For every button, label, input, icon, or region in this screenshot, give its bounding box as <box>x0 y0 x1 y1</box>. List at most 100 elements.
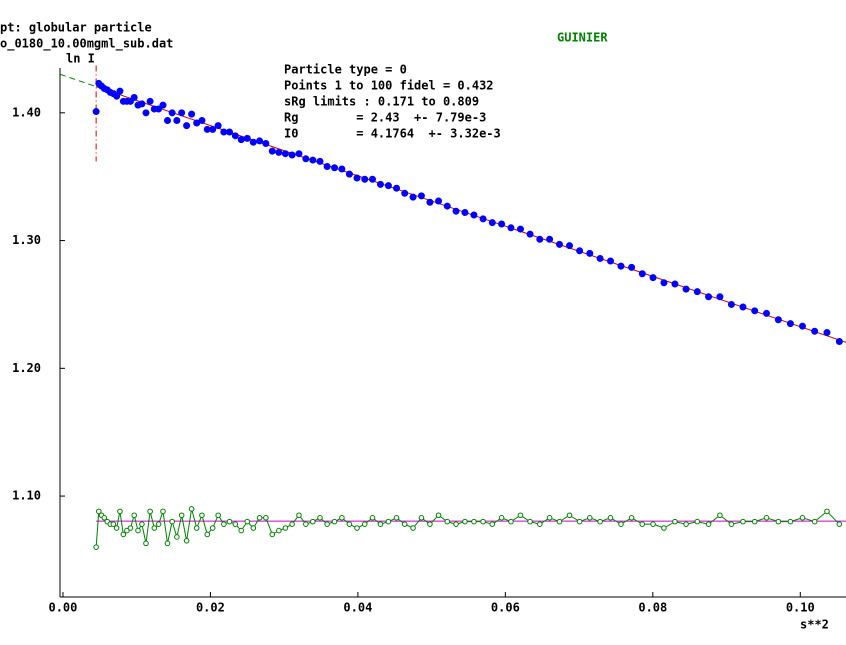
y-axis-label: ln I <box>66 52 95 66</box>
residual-point <box>650 521 656 527</box>
residual-point <box>250 525 257 531</box>
data-point <box>823 329 831 337</box>
data-point <box>353 174 361 182</box>
data-point <box>338 165 346 173</box>
data-point <box>368 175 376 183</box>
x-tick-label: 0.10 <box>786 601 815 615</box>
y-tick-label: 1.20 <box>12 361 41 375</box>
data-point <box>142 109 150 117</box>
data-point <box>159 101 167 109</box>
data-point <box>739 303 747 311</box>
data-point <box>555 240 563 248</box>
residual-point <box>276 527 282 534</box>
data-point <box>536 235 544 243</box>
data-point <box>682 285 690 293</box>
residual-point <box>480 518 486 525</box>
data-point <box>565 242 573 250</box>
x-tick-label: 0.06 <box>491 601 520 615</box>
residual-point <box>799 514 806 521</box>
residual-point <box>740 518 746 525</box>
data-point <box>302 155 310 163</box>
data-point <box>146 97 154 105</box>
data-point <box>309 156 317 164</box>
residual-point <box>444 518 451 525</box>
residual-point <box>178 512 185 519</box>
data-point <box>461 208 469 216</box>
data-point <box>393 184 401 192</box>
residual-point <box>117 508 123 515</box>
data-point <box>751 307 759 315</box>
data-point <box>435 197 443 205</box>
residual-point <box>556 518 563 525</box>
data-point <box>168 109 176 117</box>
residual-point <box>717 512 723 519</box>
residual-point <box>546 514 553 521</box>
residual-point <box>160 508 166 515</box>
residual-point <box>95 508 102 515</box>
data-point <box>727 300 735 308</box>
fit-info: Rg = 2.43 +- 7.79e-3 <box>284 111 486 125</box>
y-tick-label: 1.40 <box>12 105 41 119</box>
residual-point <box>127 525 134 531</box>
data-point <box>262 139 270 147</box>
residual-point <box>377 521 384 527</box>
data-point <box>116 87 124 95</box>
residual-point <box>339 514 345 521</box>
residual-point <box>143 540 149 547</box>
residual-point <box>282 525 289 531</box>
data-point <box>617 262 625 270</box>
residual-point <box>324 521 330 527</box>
fit-info: sRg limits : 0.171 to 0.809 <box>284 95 479 109</box>
data-point <box>401 189 409 197</box>
residual-point <box>705 521 712 527</box>
residual-point <box>188 506 195 512</box>
y-tick-label: 1.30 <box>12 233 41 247</box>
residual-point <box>183 537 190 544</box>
data-point <box>209 125 217 133</box>
residual-point <box>393 514 400 521</box>
residual-point <box>361 521 368 527</box>
data-point <box>281 150 289 158</box>
data-point <box>638 270 646 278</box>
residual-point <box>317 514 323 521</box>
data-point <box>331 164 339 172</box>
data-point <box>488 219 496 227</box>
fit-info: Particle type = 0 <box>284 63 407 77</box>
data-point <box>417 192 425 200</box>
data-point <box>452 207 460 215</box>
data-point <box>763 309 771 317</box>
data-point <box>576 247 584 255</box>
data-point <box>526 230 534 238</box>
residual-point <box>120 531 127 538</box>
data-point <box>138 100 146 108</box>
data-point <box>409 193 417 201</box>
residual-point <box>147 508 153 515</box>
data-point <box>214 122 222 130</box>
data-point <box>716 293 724 301</box>
residual-point <box>836 521 843 527</box>
residual-point <box>763 514 770 521</box>
residual-point <box>672 518 678 525</box>
data-point <box>113 92 121 100</box>
residual-point <box>110 521 117 527</box>
residual-point <box>169 518 175 525</box>
residual-point <box>124 527 130 534</box>
data-point <box>323 162 331 170</box>
residual-point <box>221 521 227 527</box>
residual-point <box>232 521 239 527</box>
data-point <box>226 128 234 136</box>
residual-point <box>471 518 477 525</box>
residual-point <box>435 512 442 519</box>
residual-point <box>410 525 416 531</box>
residual-point <box>226 518 233 525</box>
data-point <box>288 151 296 159</box>
data-point <box>705 293 713 301</box>
header-line: o_0180_10.00mgml_sub.dat <box>0 37 173 52</box>
data-point <box>470 211 478 219</box>
residual-point <box>385 518 392 525</box>
residual-point <box>113 525 120 531</box>
residual-point <box>462 518 468 525</box>
residual-point <box>269 531 276 538</box>
data-point <box>384 182 392 190</box>
residual-point <box>498 514 505 521</box>
